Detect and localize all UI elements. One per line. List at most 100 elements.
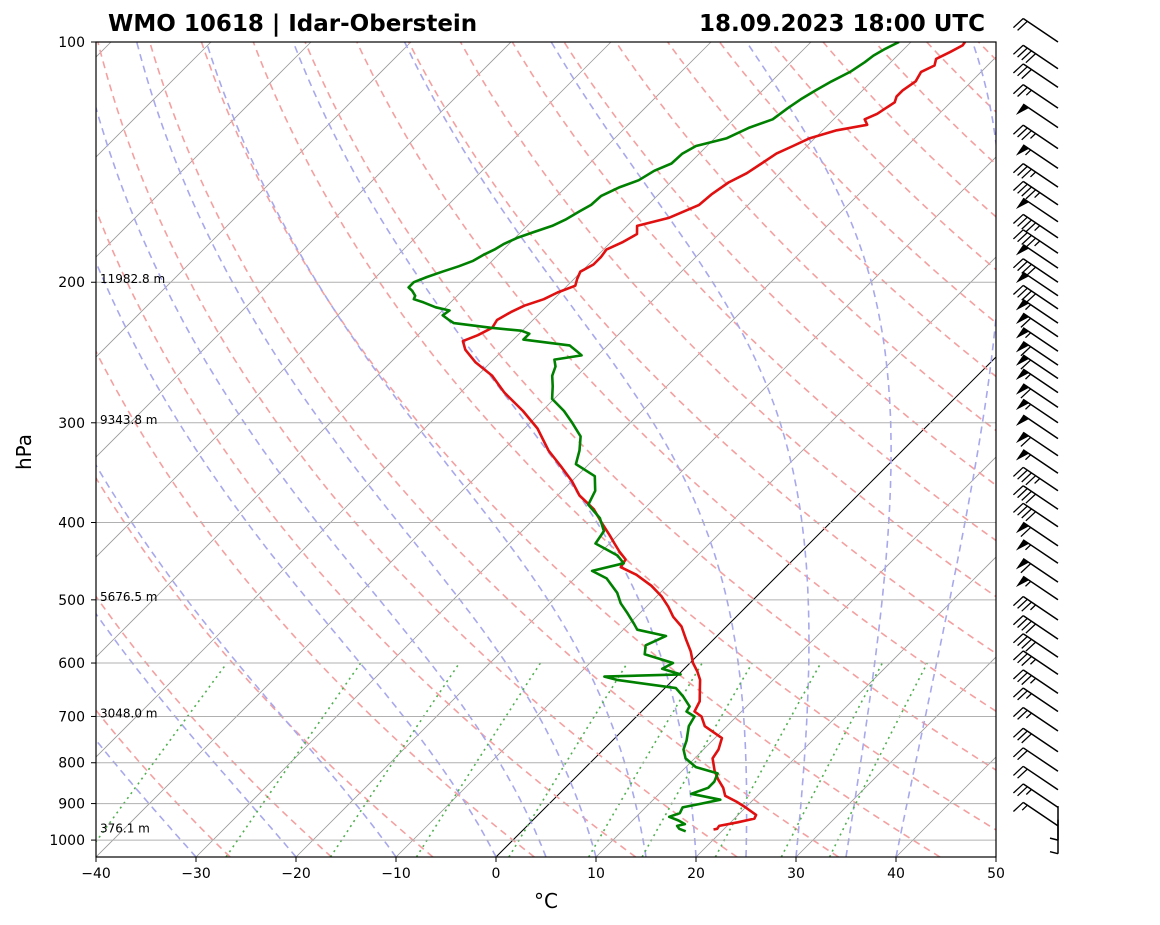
wind-barb-pennant: [1015, 432, 1029, 444]
wind-barb: [1012, 162, 1059, 188]
dry-adiabats: [96, 42, 996, 857]
chart-title-station: WMO 10618 | Idar-Oberstein: [108, 11, 477, 37]
dry-adiabat-line: [822, 42, 996, 218]
wind-barb-full: [1017, 598, 1028, 609]
wind-barb-full: [1021, 472, 1032, 483]
moist-adiabat-line: [205, 42, 647, 857]
wind-barb-staff: [1022, 398, 1059, 424]
wind-barb-half: [1030, 133, 1037, 139]
isotherm-line: [795, 656, 996, 857]
wind-barb-half: [1025, 304, 1032, 311]
isotherm-line: [195, 56, 996, 857]
wind-barb-pennant: [1015, 272, 1029, 284]
wind-barb: [1012, 783, 1059, 809]
wind-barb: [1015, 521, 1059, 547]
wind-barb: [1015, 398, 1059, 424]
wind-barb: [1012, 595, 1059, 621]
wind-barb-half: [1025, 580, 1032, 587]
wind-barb-staff: [1022, 354, 1059, 380]
plot-area: [96, 42, 996, 857]
wind-barb-full: [1025, 623, 1037, 634]
dry-adiabat-line: [407, 42, 996, 655]
wind-barb-staff: [1022, 340, 1059, 366]
wind-barb-staff: [1022, 414, 1059, 440]
wind-barb-full: [1012, 180, 1024, 191]
pressure-grid: [96, 42, 996, 841]
wind-barb: [1049, 819, 1059, 855]
y-tick-label: 800: [58, 756, 85, 772]
isotherm-grid: [96, 42, 996, 857]
y-tick-label: 300: [58, 416, 85, 432]
wind-barb-full: [1017, 786, 1028, 797]
wind-barb-staff: [1022, 595, 1059, 621]
wind-barb-half: [1034, 225, 1041, 232]
wind-barb-full: [1017, 232, 1028, 243]
wind-barb-full: [1012, 727, 1024, 738]
wind-barb-full: [1025, 237, 1037, 248]
wind-barb-staff: [1022, 502, 1059, 528]
wind-barb-staff: [1022, 284, 1059, 310]
x-axis-ticks: −40 −30 −20 −10 0 10 20 30 40 50: [81, 857, 1005, 882]
wind-barb-full: [1012, 284, 1024, 295]
y-tick-label: 500: [58, 593, 85, 609]
wind-barb: [1012, 17, 1059, 43]
wind-barb-full: [1017, 730, 1028, 741]
y-tick-label: 400: [58, 515, 85, 531]
x-tick-label: 0: [492, 866, 501, 882]
wind-barb-full: [1012, 765, 1024, 776]
wind-barb-staff: [1022, 650, 1059, 676]
wind-barb-staff: [1022, 783, 1059, 809]
wind-barb: [1015, 312, 1059, 338]
wind-barb-half: [1025, 544, 1032, 551]
axes-frame: [95, 41, 997, 858]
wind-barb-pennant: [1015, 558, 1029, 570]
x-tick-label: −40: [81, 866, 111, 882]
wind-barb-pennant: [1015, 539, 1029, 551]
wind-barb-full: [1021, 508, 1032, 519]
wind-barb: [1015, 414, 1059, 440]
wind-barb-full: [1012, 596, 1024, 607]
x-tick-label: −10: [381, 866, 411, 882]
wind-barb-full: [1021, 234, 1032, 245]
moist-adiabat-line: [96, 105, 547, 857]
y-tick-label: 700: [58, 709, 85, 725]
wind-barb-full: [1012, 801, 1024, 812]
wind-barb-full: [1021, 601, 1032, 612]
x-tick-label: −30: [181, 866, 211, 882]
wind-barb-staff: [1022, 258, 1059, 283]
height-label: 11982.8 m: [100, 272, 165, 286]
wind-barb-full: [1021, 263, 1032, 274]
wind-barb-half: [1030, 171, 1037, 178]
wind-barb: [1012, 747, 1059, 772]
wind-barb: [1012, 284, 1059, 310]
wind-barb: [1012, 213, 1059, 239]
moist-adiabat-line: [96, 463, 397, 857]
wind-barb-full: [1021, 69, 1032, 80]
wind-barb-pennant: [1015, 144, 1029, 156]
wind-barb: [1015, 354, 1059, 380]
wind-barb-full: [1021, 50, 1032, 61]
wind-barb-full: [1021, 490, 1032, 501]
dry-adiabat-line: [200, 42, 941, 857]
temperature-trace: [461, 42, 967, 831]
wind-barb-staff: [1022, 63, 1059, 89]
wind-barb-full: [1017, 768, 1028, 779]
x-tick-label: 30: [787, 866, 805, 882]
wind-barb-half: [1034, 192, 1041, 199]
wind-barb-full: [1012, 669, 1024, 680]
wind-barb: [1015, 103, 1059, 129]
wind-barb-pennant: [1015, 415, 1029, 426]
mixing-ratio-line: [714, 662, 822, 857]
wind-barb-half: [1030, 604, 1037, 611]
wind-barb-full: [1017, 183, 1028, 194]
wind-barb: [1015, 144, 1059, 170]
wind-barb-staff: [1022, 17, 1059, 43]
wind-barb-full: [1020, 317, 1032, 328]
wind-barb: [1012, 706, 1059, 732]
dry-adiabat-line: [356, 42, 996, 713]
wind-barb-half: [1025, 89, 1032, 96]
wind-barb: [1012, 83, 1059, 109]
wind-barb: [1015, 298, 1059, 324]
wind-barb-pennant: [1015, 198, 1029, 210]
wind-barb-half: [1034, 478, 1041, 484]
